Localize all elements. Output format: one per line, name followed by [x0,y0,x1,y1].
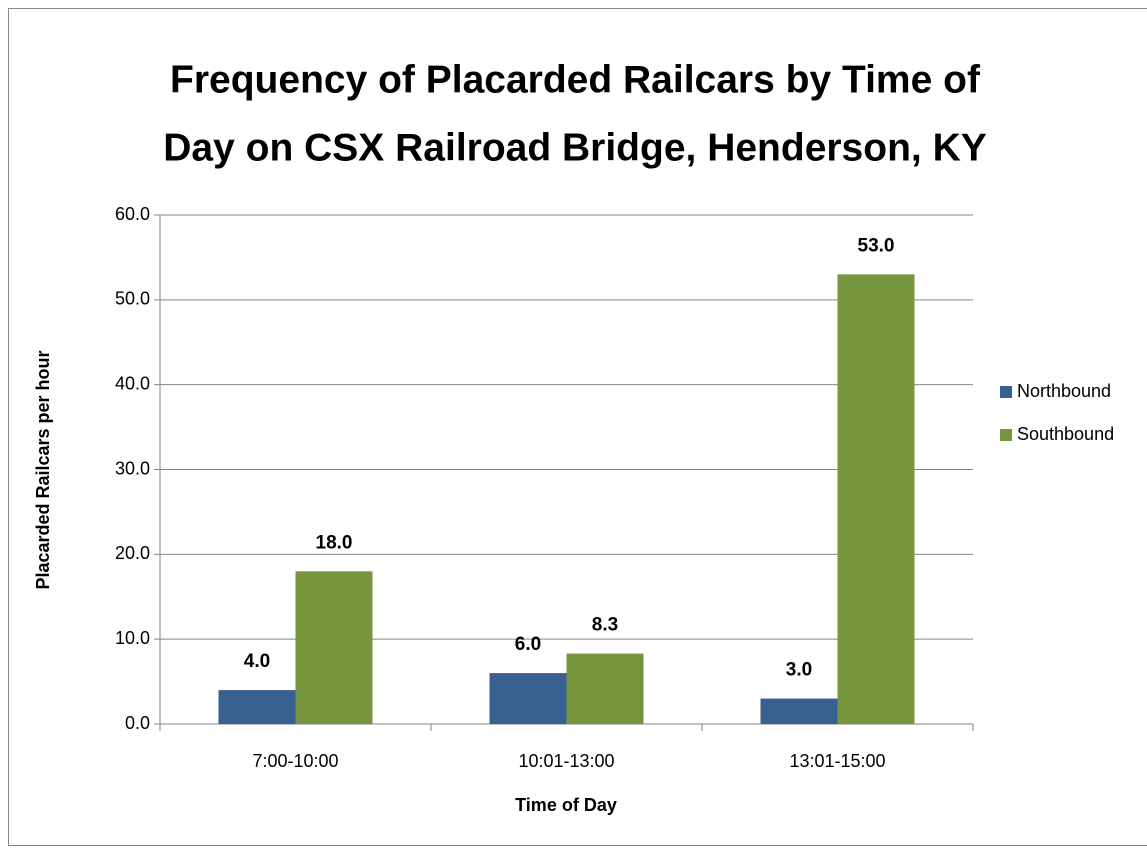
x-axis-title: Time of Day [515,795,617,815]
chart-title: Day on CSX Railroad Bridge, Henderson, K… [163,126,987,169]
y-tick-label: 0.0 [125,713,150,733]
data-label: 8.3 [592,615,618,636]
chart-title: Frequency of Placarded Railcars by Time … [170,58,981,101]
x-tick-label: 7:00-10:00 [252,751,338,771]
data-label: 3.0 [786,660,812,681]
legend-swatch [1000,386,1012,398]
y-tick-label: 40.0 [115,373,150,393]
bar [760,698,838,724]
bar [837,274,915,724]
bar [218,690,296,724]
data-label: 4.0 [244,651,270,672]
y-tick-label: 60.0 [115,204,150,224]
bar [566,653,644,724]
x-tick-label: 13:01-15:00 [789,751,885,771]
legend-label: Northbound [1017,381,1111,401]
bar [489,673,567,724]
y-tick-label: 30.0 [115,458,150,478]
y-tick-label: 50.0 [115,289,150,309]
x-tick-label: 10:01-13:00 [518,751,614,771]
y-axis-title: Placarded Railcars per hour [33,350,53,589]
data-label: 6.0 [515,634,541,655]
legend-swatch [1000,429,1012,441]
data-label: 53.0 [858,235,895,256]
y-tick-label: 20.0 [115,543,150,563]
bar [295,571,373,724]
legend-label: Southbound [1017,424,1114,444]
y-tick-label: 10.0 [115,628,150,648]
data-label: 18.0 [316,532,353,553]
